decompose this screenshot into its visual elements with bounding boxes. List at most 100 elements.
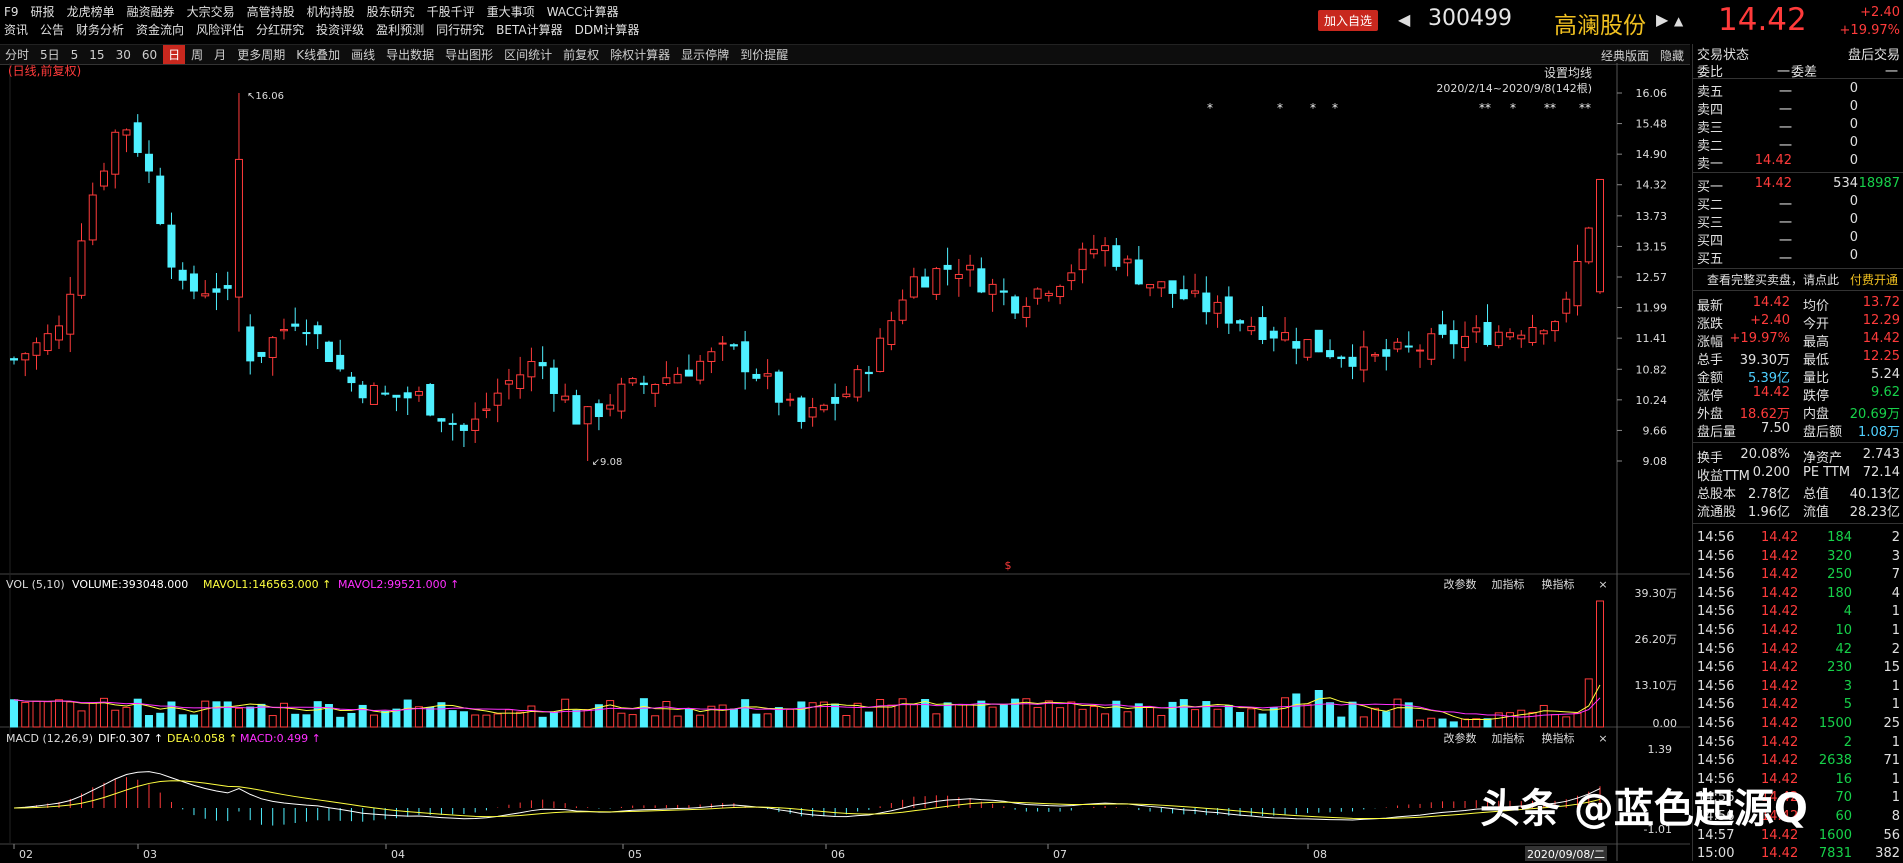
bid-volume: 0: [1849, 194, 1858, 209]
promo-row[interactable]: 查看完整买卖盘，请点此 付费开通: [1695, 271, 1902, 288]
toolbar-item[interactable]: 显示停牌: [681, 48, 730, 62]
volume-bar: [403, 699, 412, 728]
volume-bar: [1371, 707, 1380, 728]
stat-label: 最新: [1697, 299, 1724, 314]
ask-price: 一: [1778, 139, 1792, 154]
volume-bar: [673, 715, 682, 728]
next-stock-icon[interactable]: ▶: [1656, 10, 1669, 29]
volume-bar: [279, 702, 288, 728]
toolbar-right-item[interactable]: 经典版面: [1600, 49, 1649, 63]
tick-price: 14.42: [1761, 771, 1799, 787]
panel-divider: [1693, 172, 1903, 173]
volume-bar: [313, 701, 322, 728]
menu-item[interactable]: 高管持股: [246, 5, 295, 19]
bell-icon[interactable]: ▲: [1674, 14, 1684, 28]
candle-body: [471, 418, 480, 431]
menu-item[interactable]: 同行研究: [436, 23, 485, 37]
volume-bar: [729, 708, 738, 728]
menu-item[interactable]: 风险评估: [196, 23, 245, 37]
price-tick-label: 14.90: [1636, 148, 1668, 161]
toolbar-item[interactable]: 导出图形: [445, 48, 494, 62]
fin-value: 28.23亿: [1849, 505, 1900, 520]
toolbar-item[interactable]: 周: [191, 48, 204, 62]
fin-label: PE TTM: [1803, 465, 1851, 480]
menu-item[interactable]: 龙虎榜单: [66, 5, 115, 19]
candle-body: [1067, 272, 1076, 282]
menu-item[interactable]: 机构持股: [306, 5, 355, 19]
volume-bar: [212, 701, 221, 728]
candle-body: [1044, 292, 1053, 297]
toolbar-item[interactable]: 到价提醒: [740, 48, 789, 62]
menu-item[interactable]: 融资融券: [126, 5, 175, 19]
volume-bar: [156, 712, 165, 728]
panel-button[interactable]: 加指标: [1492, 731, 1525, 745]
menu-item[interactable]: WACC计算器: [546, 5, 619, 19]
panel-button[interactable]: 换指标: [1542, 731, 1575, 745]
panel-button[interactable]: ×: [1598, 732, 1607, 745]
toolbar-item[interactable]: 导出数据: [386, 48, 435, 62]
menu-item[interactable]: 大宗交易: [186, 5, 235, 19]
menu-item[interactable]: 投资评级: [316, 23, 365, 37]
toolbar-item[interactable]: 30: [115, 48, 131, 62]
candle-body: [268, 337, 277, 358]
candle-body: [10, 358, 18, 361]
toolbar-item[interactable]: 区间统计: [504, 48, 553, 62]
bid-label: 买三: [1697, 216, 1724, 231]
candle-body: [561, 395, 570, 401]
stat-value: 12.29: [1862, 313, 1900, 328]
menu-item[interactable]: BETA计算器: [496, 23, 563, 37]
stat-value: 13.72: [1862, 295, 1900, 310]
prev-stock-icon[interactable]: ◀: [1398, 10, 1411, 29]
menu-item[interactable]: 千股千评: [426, 5, 475, 19]
toolbar-item[interactable]: 60: [141, 48, 158, 62]
toolbar-item[interactable]: 画线: [351, 48, 376, 62]
menu-item[interactable]: 资讯: [4, 23, 29, 37]
x-axis-label: 03: [143, 848, 157, 861]
fin-row: 流通股 1.96亿 流值 28.23亿: [1695, 501, 1902, 520]
tick-row: 14:56 14.42 2638 71: [1695, 753, 1902, 770]
toolbar-item[interactable]: 除权计算器: [610, 48, 671, 62]
menu-row-2: 资讯 公告 财务分析 资金流向 风险评估 分红研究 投资评级 盈利预测 同行研究 BETA计算器 D…: [4, 21, 651, 38]
panel-button[interactable]: 加指标: [1492, 577, 1525, 591]
chart-area[interactable]: 16.06 15.48 14.90 14.32 13.73 13.15 12.57 11.99…: [0, 63, 1690, 861]
kline-label: (日线,前复权): [8, 63, 81, 78]
menu-item[interactable]: 财务分析: [76, 23, 125, 37]
toolbar-item[interactable]: 分时: [5, 48, 30, 62]
menu-item[interactable]: 研报: [30, 5, 55, 19]
stat-value: 1.08万: [1858, 425, 1900, 440]
volume-bar: [684, 708, 693, 728]
tick-volume: 7831: [1818, 846, 1852, 862]
toolbar-item[interactable]: 15: [89, 48, 105, 62]
panel-button[interactable]: ×: [1598, 578, 1607, 591]
menu-item[interactable]: 盈利预测: [376, 23, 425, 37]
volume-bar: [1303, 703, 1312, 728]
event-star: *: [1332, 101, 1338, 115]
toolbar-item[interactable]: 更多周期: [237, 48, 286, 62]
menu-item[interactable]: 公告: [40, 23, 65, 37]
trade-status-label: 交易状态: [1697, 48, 1750, 63]
menu-item[interactable]: 分红研究: [256, 23, 305, 37]
add-favorite-button[interactable]: 加入自选: [1318, 10, 1379, 31]
panel-button[interactable]: 改参数: [1444, 731, 1477, 745]
volume-bar: [741, 699, 750, 728]
toolbar-item[interactable]: 5日: [40, 48, 60, 62]
tick-volume: 180: [1827, 585, 1852, 601]
panel-button[interactable]: 换指标: [1542, 577, 1575, 591]
toolbar-item[interactable]: 日: [163, 45, 186, 64]
candle-body: [1168, 280, 1177, 294]
low-label: ↙9.08: [592, 457, 623, 468]
toolbar-item[interactable]: 月: [214, 48, 227, 62]
price-tick-label: 13.73: [1636, 210, 1668, 223]
menu-item[interactable]: DDM计算器: [574, 23, 640, 37]
toolbar-item[interactable]: K线叠加: [296, 48, 341, 62]
toolbar-item[interactable]: 前复权: [563, 48, 600, 62]
menu-item[interactable]: F9: [4, 5, 19, 19]
volume-bar: [876, 698, 885, 728]
menu-item[interactable]: 重大事项: [486, 5, 535, 19]
menu-item[interactable]: 资金流向: [136, 23, 185, 37]
tick-volume: 250: [1827, 567, 1852, 583]
toolbar-right-item[interactable]: 隐藏: [1659, 49, 1684, 63]
panel-button[interactable]: 改参数: [1444, 577, 1477, 591]
menu-item[interactable]: 股东研究: [366, 5, 415, 19]
toolbar-item[interactable]: 5: [70, 48, 79, 62]
